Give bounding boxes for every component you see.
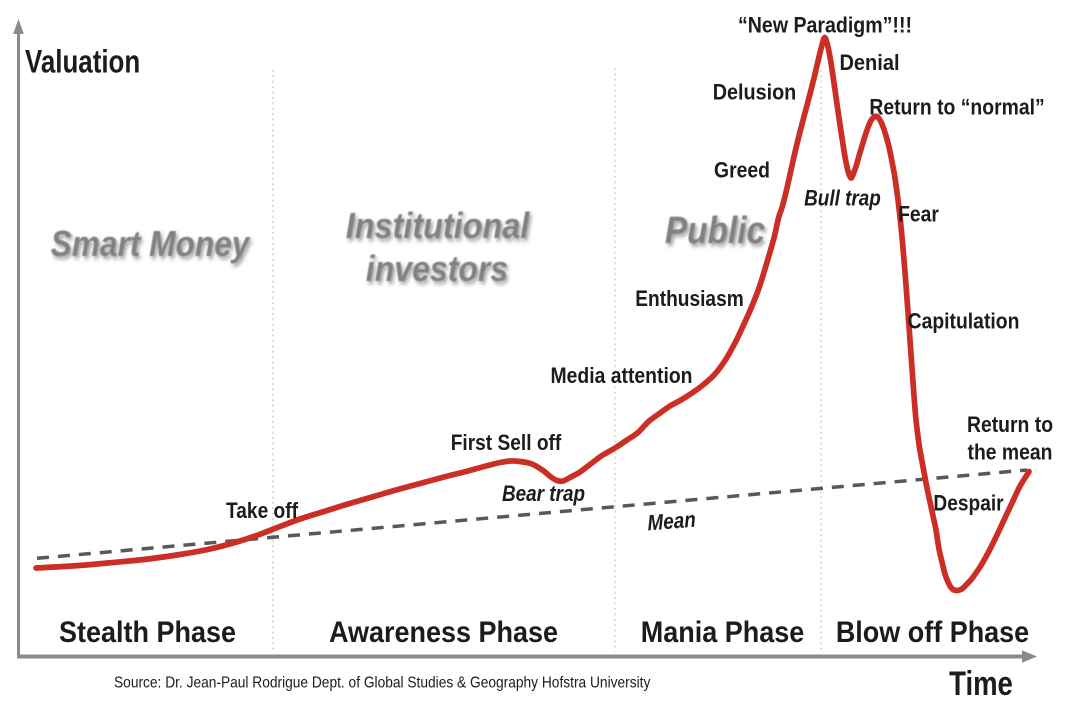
svg-text:Mania Phase: Mania Phase [641,616,804,650]
svg-text:Enthusiasm: Enthusiasm [635,287,743,312]
svg-text:Delusion: Delusion [713,81,797,105]
svg-text:Source: Dr. Jean-Paul Rodrigue: Source: Dr. Jean-Paul Rodrigue Dept. of … [114,674,651,692]
svg-text:Denial: Denial [839,51,899,75]
svg-text:Greed: Greed [714,158,770,182]
svg-text:Public: Public [665,209,765,251]
svg-text:Stealth Phase: Stealth Phase [59,616,236,650]
svg-text:Smart Money: Smart Money [51,224,252,264]
svg-text:Return to “normal”: Return to “normal” [869,95,1044,119]
svg-text:the mean: the mean [968,440,1053,464]
svg-text:Despair: Despair [933,491,1003,516]
svg-text:Institutional: Institutional [346,206,531,246]
svg-text:“New Paradigm”!!!: “New Paradigm”!!! [738,13,912,37]
svg-text:Fear: Fear [898,202,939,226]
svg-text:Return to: Return to [967,413,1053,437]
svg-text:investors: investors [366,249,508,289]
svg-text:Capitulation: Capitulation [908,309,1020,333]
svg-text:Valuation: Valuation [25,45,140,80]
svg-text:Bear trap: Bear trap [502,482,585,507]
svg-text:Awareness Phase: Awareness Phase [329,616,558,650]
svg-text:Take off: Take off [226,499,298,524]
svg-text:Mean: Mean [647,507,697,536]
svg-text:Bull trap: Bull trap [804,186,881,211]
svg-text:Media attention: Media attention [551,364,693,388]
svg-text:Blow off Phase: Blow off Phase [836,616,1029,650]
svg-text:First Sell off: First Sell off [451,431,562,456]
svg-text:Time: Time [949,664,1013,702]
